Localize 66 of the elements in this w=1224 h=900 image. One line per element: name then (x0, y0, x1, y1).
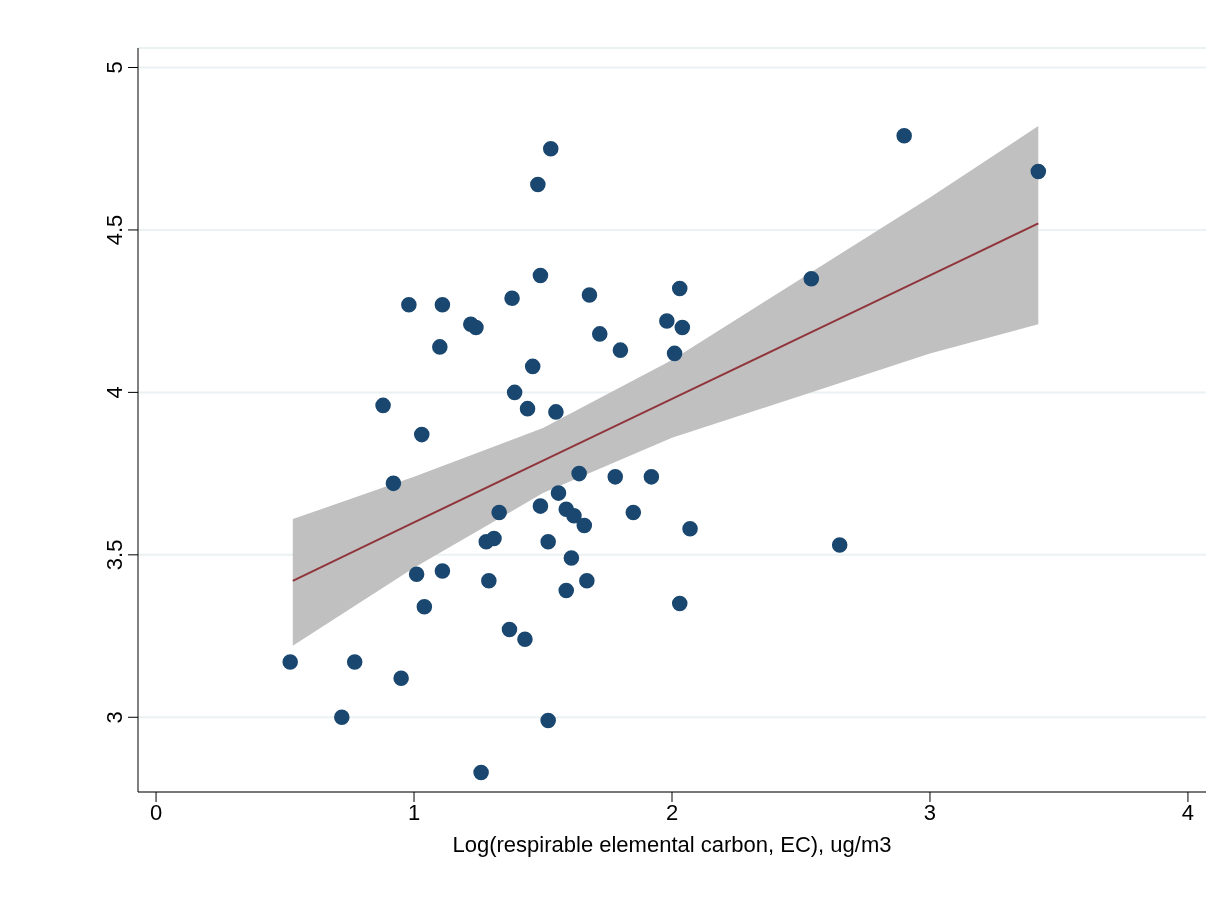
point (581, 287, 598, 303)
point (579, 573, 595, 589)
point (346, 654, 363, 670)
point (473, 764, 489, 781)
x-tick-label: 3 (923, 799, 937, 825)
point (481, 573, 497, 589)
point (548, 404, 564, 420)
point (558, 582, 575, 599)
point (625, 504, 642, 521)
y-tick-label: 4 (102, 386, 127, 399)
point (803, 270, 820, 287)
point (643, 469, 660, 485)
point (532, 267, 549, 284)
x-tick-label: 1 (407, 799, 421, 825)
point (393, 670, 409, 687)
point (1030, 163, 1047, 180)
point (540, 534, 556, 550)
point (540, 712, 556, 729)
point (591, 326, 608, 342)
x-axis-title: Log(respirable elemental carbon, EC), ug/m3 (452, 832, 892, 857)
point (416, 599, 433, 615)
point (671, 280, 688, 297)
point (542, 140, 559, 157)
y-tick-label: 3.5 (102, 539, 127, 571)
x-tick-label: 2 (665, 799, 679, 825)
point (530, 176, 546, 193)
point (468, 319, 484, 336)
point (282, 654, 298, 670)
point (506, 384, 523, 401)
point (501, 621, 518, 638)
point (576, 517, 593, 534)
point (385, 475, 402, 492)
point (550, 485, 567, 501)
point (612, 342, 629, 358)
point (434, 296, 451, 313)
point (517, 631, 533, 648)
point (666, 345, 683, 362)
point (504, 290, 520, 306)
point (432, 339, 448, 355)
point (375, 397, 391, 414)
point (671, 595, 688, 612)
point (896, 127, 912, 144)
point (607, 469, 624, 485)
point (491, 504, 507, 521)
point (434, 563, 451, 579)
point (659, 313, 675, 329)
point (532, 498, 549, 514)
point (566, 508, 582, 524)
line-series (291, 222, 1040, 582)
y-tick-label: 3 (102, 711, 127, 724)
point (401, 296, 417, 313)
point (486, 530, 502, 547)
y-tick-label: 5 (102, 61, 127, 74)
point (831, 537, 848, 553)
y-tick-label: 4.5 (102, 214, 127, 246)
point (674, 319, 691, 336)
point (413, 426, 430, 443)
point (519, 400, 536, 417)
point (408, 566, 425, 583)
point (334, 709, 350, 726)
point (682, 521, 698, 537)
point (524, 358, 541, 375)
x-tick-label: 4 (1181, 799, 1195, 825)
x-tick-label: 0 (149, 799, 163, 825)
point (563, 550, 580, 566)
point (571, 465, 587, 482)
